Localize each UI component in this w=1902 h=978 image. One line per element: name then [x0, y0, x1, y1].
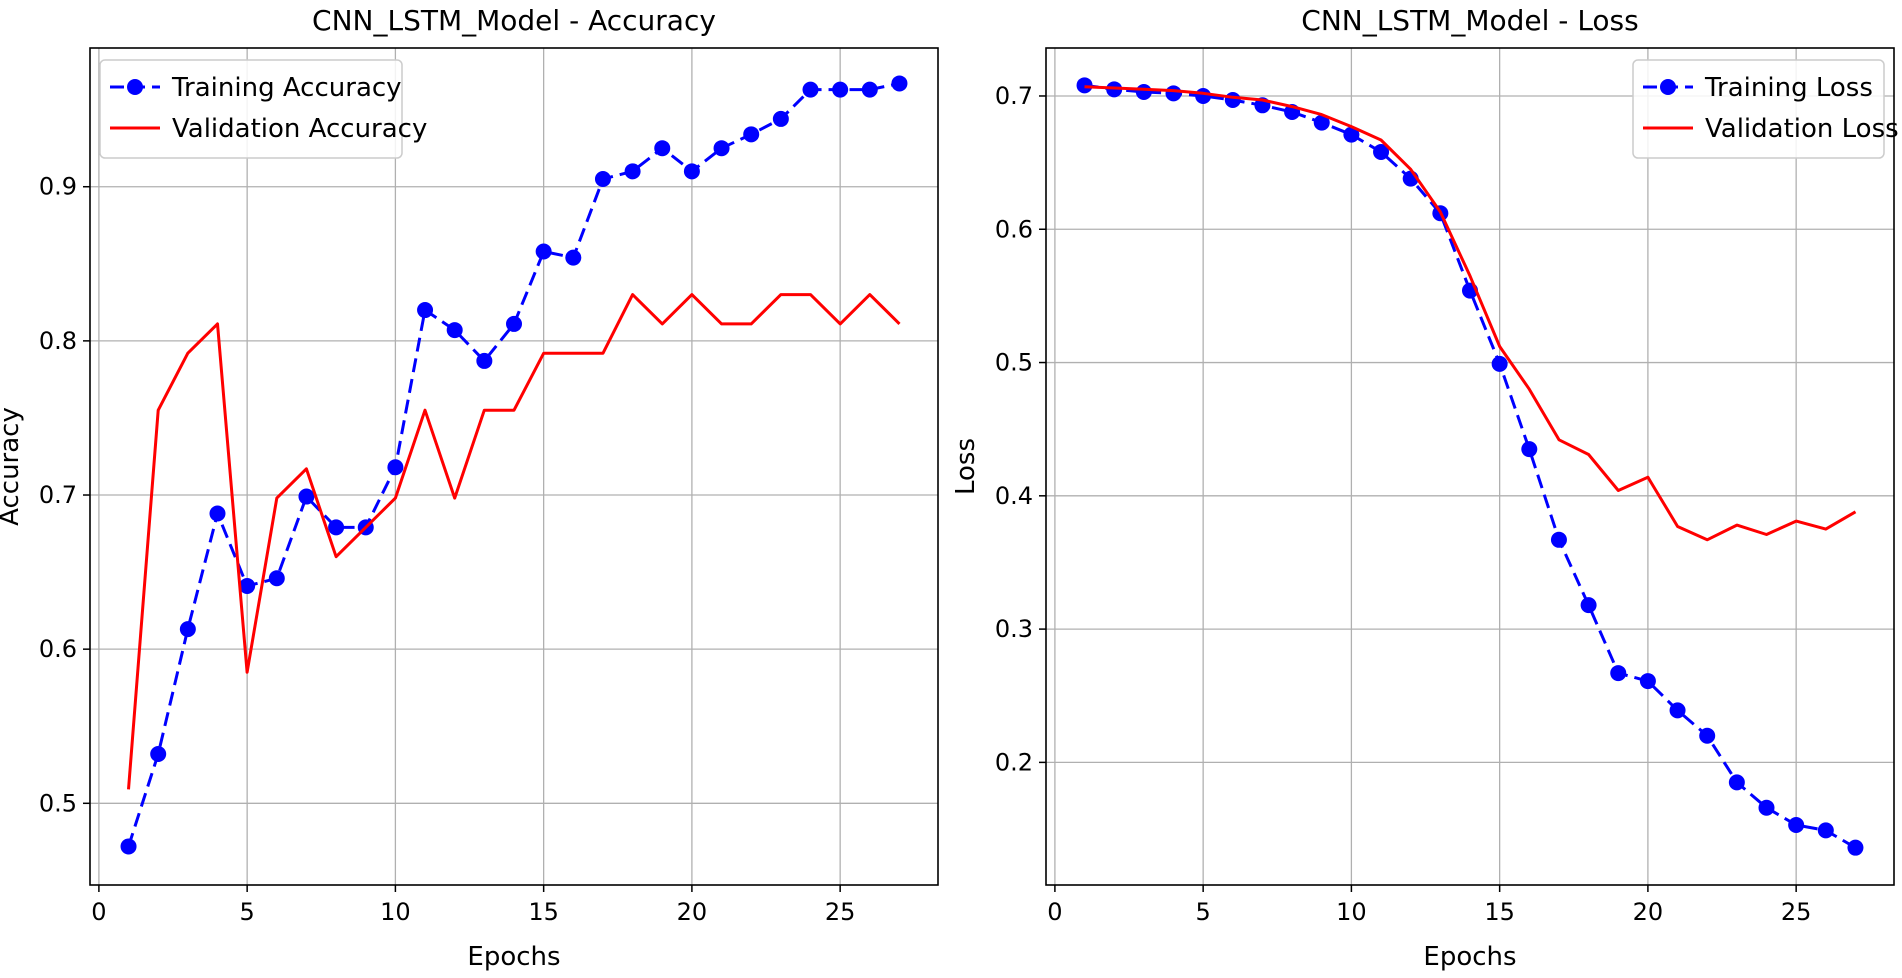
data-point — [1580, 597, 1597, 614]
x-tick-label: 15 — [1484, 898, 1515, 926]
data-point — [446, 322, 463, 339]
data-point — [417, 302, 434, 319]
data-point — [120, 838, 137, 855]
y-axis-label: Accuracy — [0, 407, 25, 526]
data-point — [1550, 531, 1567, 548]
legend-box — [99, 59, 403, 159]
data-point — [1847, 839, 1864, 856]
data-point — [654, 140, 671, 157]
x-tick-label: 0 — [1047, 898, 1062, 926]
y-tick-label: 0.8 — [39, 327, 77, 355]
y-tick-label: 0.2 — [995, 748, 1033, 776]
data-point — [179, 621, 196, 638]
legend-label: Training Loss — [1704, 73, 1873, 103]
y-tick-label: 0.5 — [39, 789, 77, 817]
data-point — [506, 315, 522, 332]
data-point — [624, 163, 641, 180]
data-point — [1788, 817, 1805, 834]
data-point — [1165, 85, 1182, 102]
legend-label: Training Accuracy — [171, 73, 402, 103]
x-tick-label: 15 — [528, 898, 559, 926]
y-tick-label: 0.6 — [39, 635, 77, 663]
plot-area — [1046, 48, 1894, 885]
y-axis-label: Loss — [951, 438, 981, 495]
data-point — [802, 81, 819, 98]
chart-title: CNN_LSTM_Model - Loss — [1301, 4, 1638, 37]
legend-marker — [1660, 79, 1676, 95]
x-tick-label: 10 — [1336, 898, 1367, 926]
data-point — [1521, 441, 1538, 458]
legend-marker — [127, 79, 143, 95]
data-point — [1699, 727, 1716, 744]
legend: Training Loss Validation Loss — [1632, 59, 1899, 159]
y-tick-label: 0.5 — [995, 349, 1033, 377]
x-tick-label: 25 — [825, 898, 856, 926]
data-point — [1076, 77, 1093, 94]
data-point — [535, 243, 552, 260]
accuracy-chart: 0 5 10 15 20 25 0.5 0.6 0.7 0.8 0.9 CNN_LSTM_Model … — [0, 4, 939, 972]
axes-frame — [1045, 47, 1895, 886]
x-tick-label: 5 — [240, 898, 255, 926]
data-point — [861, 81, 878, 98]
y-tick-label: 0.9 — [39, 173, 77, 201]
data-point — [713, 140, 730, 157]
data-point — [1135, 83, 1152, 100]
x-tick-label: 20 — [1633, 898, 1664, 926]
data-point — [387, 459, 404, 476]
data-point — [772, 110, 789, 127]
y-tick-label: 0.7 — [995, 82, 1033, 110]
y-tick-label: 0.6 — [995, 215, 1033, 243]
series-line — [1084, 85, 1857, 542]
legend-label: Validation Accuracy — [172, 114, 427, 144]
data-point — [1195, 87, 1212, 104]
data-point — [1491, 355, 1508, 372]
data-point — [743, 126, 760, 143]
x-tick-label: 5 — [1196, 898, 1211, 926]
y-tick-label: 0.7 — [39, 481, 77, 509]
data-point — [891, 75, 908, 92]
data-point — [683, 163, 700, 180]
data-point — [476, 352, 493, 369]
y-tick-label: 0.3 — [995, 615, 1033, 643]
axes-frame — [89, 47, 939, 886]
data-point — [1313, 114, 1330, 131]
loss-chart: 0 5 10 15 20 25 0.2 0.3 0.4 0.5 0.6 0.7 CNN_LSTM_Mod… — [951, 4, 1899, 972]
chart-title: CNN_LSTM_Model - Accuracy — [312, 4, 716, 37]
data-point — [832, 81, 849, 98]
data-point — [150, 745, 167, 762]
x-tick-label: 20 — [677, 898, 708, 926]
data-point — [1343, 126, 1360, 143]
x-tick-label: 10 — [380, 898, 411, 926]
data-point — [594, 171, 611, 188]
data-point — [1669, 702, 1686, 719]
data-point — [565, 249, 582, 266]
data-point — [239, 577, 256, 594]
data-point — [1224, 91, 1241, 108]
data-point — [328, 519, 345, 536]
y-tick-label: 0.4 — [995, 482, 1033, 510]
legend-box — [1632, 59, 1885, 159]
x-tick-label: 0 — [91, 898, 106, 926]
legend: Training Accuracy Validation Accuracy — [99, 59, 427, 159]
data-point — [1817, 822, 1834, 839]
data-point — [1610, 665, 1627, 682]
data-point — [209, 505, 226, 522]
x-tick-label: 25 — [1781, 898, 1812, 926]
plot-area — [90, 48, 938, 885]
x-axis-label: Epochs — [467, 942, 560, 972]
data-point — [1758, 799, 1775, 816]
data-point — [268, 570, 285, 587]
x-axis-label: Epochs — [1423, 942, 1516, 972]
series-line — [127, 293, 901, 790]
data-point — [298, 488, 315, 505]
data-point — [1373, 143, 1390, 160]
data-point — [1728, 774, 1745, 791]
data-point — [1639, 673, 1656, 690]
legend-label: Validation Loss — [1705, 114, 1899, 144]
